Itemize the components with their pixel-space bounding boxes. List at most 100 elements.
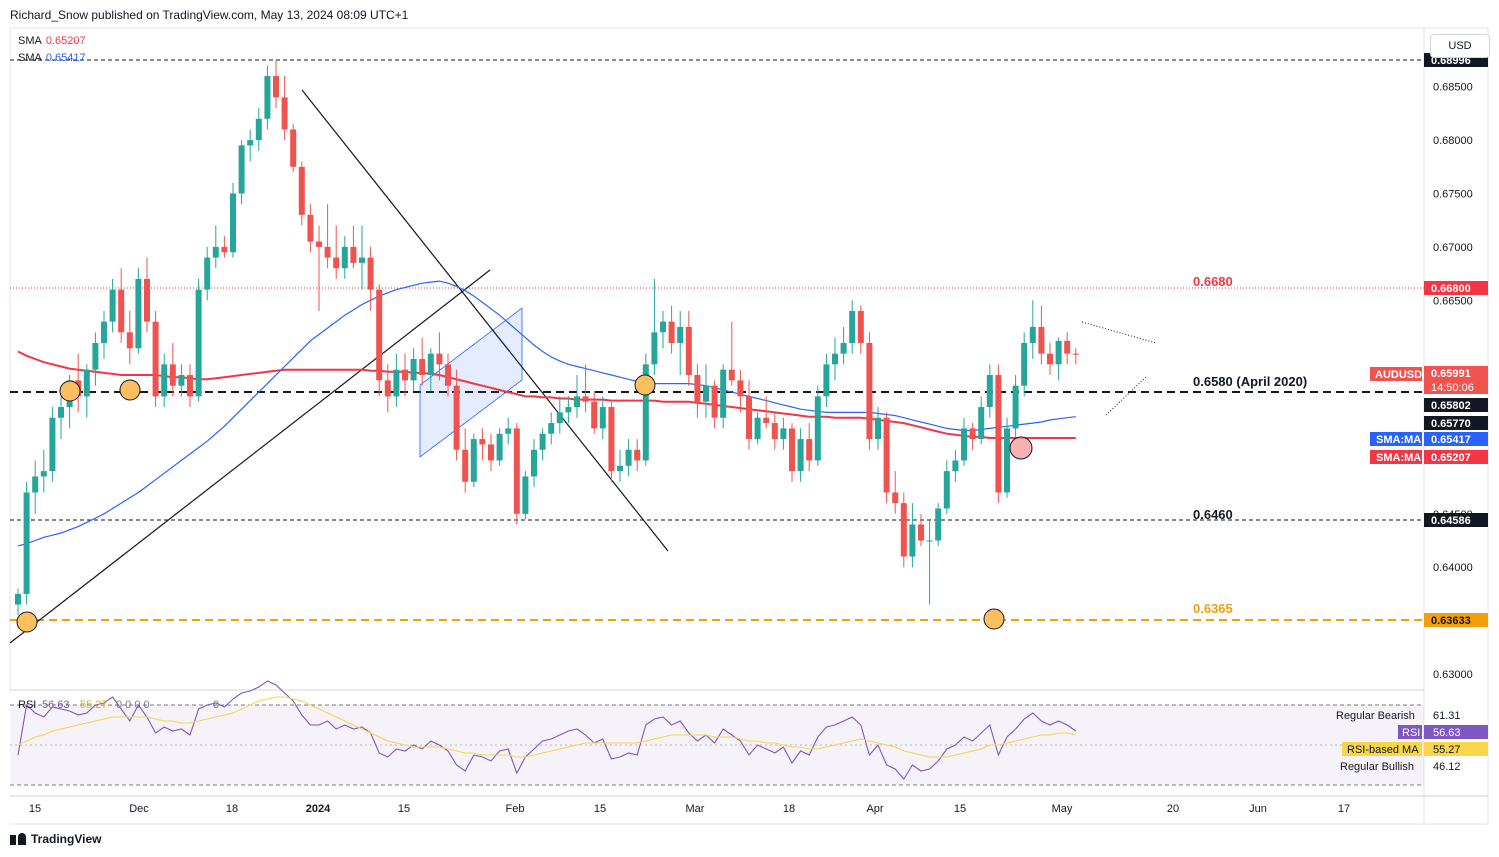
candle-body [900,503,907,557]
candle-body [978,407,985,440]
candle-body [866,342,873,440]
candle-body [135,278,142,349]
candle-body [1047,353,1053,365]
tag-0577: 0.65770 [1431,418,1471,430]
legend-value: 0.65417 [45,52,86,64]
candle-body [582,396,589,402]
time-tick-label: Apr [866,803,883,815]
regular-bullish-label: Regular Bullish [1340,761,1414,773]
price-tick-label: 0.67000 [1433,242,1473,254]
candle-body [797,439,804,472]
candle-body [789,428,795,472]
currency-button[interactable]: USD [1430,34,1490,58]
candle-body [445,364,451,386]
time-tick-label: 18 [226,803,238,815]
tradingview-brand: TradingView [10,832,101,846]
candle-body [453,385,460,450]
sma-cross-marker [1009,436,1033,460]
candle-body [488,444,494,461]
candle-body [857,310,864,343]
candle-body [230,193,236,253]
tag-aud-bg [1424,366,1488,394]
tag-sma50: 0.65417 [1431,434,1471,446]
candle-body [1021,342,1028,386]
rsi-tag-bg [1398,725,1422,739]
candle-body [763,417,770,424]
candle-body [746,396,752,440]
tag-aud-price: 0.65991 [1431,368,1471,380]
price-tick-label: 0.66500 [1433,295,1473,307]
price-tick-label: 0.64000 [1433,562,1473,574]
rsi-legend-label: RSI [18,699,36,711]
candle-body [531,449,537,477]
candle-body [427,353,434,376]
sma-ma2-label: SMA:MA [1376,452,1421,464]
tag-sma200-bg [1424,450,1488,464]
publisher-header: Richard_Snow published on TradingView.co… [10,8,409,22]
candle-body [668,321,675,343]
time-tick-label: Dec [129,803,149,815]
candle-body [505,428,512,434]
candle-body [660,321,666,333]
candle-body [780,428,787,440]
touch-point-marker [634,374,656,396]
candle-body [101,321,107,343]
time-axis[interactable]: 15 Dec 18 2024 15 Feb 15 Mar 18 Apr 15 May 20 Jun 17 [29,803,1350,815]
candle-body [290,129,297,167]
candle-body [548,423,555,434]
candle-body [909,524,916,557]
candle-body [307,214,314,242]
candle-body [221,246,228,253]
candle-body [574,396,580,408]
candle-body [204,257,211,290]
rsi-legend-value: 56.63 [42,699,70,711]
candle-body [333,257,340,269]
pennant-lower [1105,376,1147,416]
price-tick-label: 0.68500 [1433,82,1473,94]
candle-body [195,289,202,397]
candle-body [49,417,56,472]
regular-bearish-label: Regular Bearish [1336,710,1415,722]
uptrend-line [9,269,491,644]
time-tick-label: Jun [1249,803,1267,815]
candle-body [771,423,778,440]
tag-0680-bg [1424,281,1488,295]
candle-body [522,476,529,514]
rsi-tag-value: 56.63 [1433,727,1461,739]
touch-point-marker [983,608,1005,630]
candle-body [462,449,469,482]
candle-body [298,166,305,215]
candle-body [875,417,881,440]
regular-bullish-value: 46.12 [1433,761,1461,773]
price-tick-label: 0.63000 [1433,669,1473,681]
candle-body [496,433,503,461]
candle-body [926,540,933,542]
sma-200-line [17,350,1076,439]
candle-body [952,460,959,472]
legend-sma200: SMA 0.65207 [18,35,86,47]
candle-body [376,289,383,381]
time-tick-label: 2024 [306,803,331,815]
candle-body [832,353,838,365]
candles [15,60,1079,616]
candle-body [677,326,684,343]
candle-body [599,407,606,429]
tag-0580-bg [1424,398,1488,412]
candle-body [703,385,709,402]
candle-body [23,492,30,594]
sma-50-line [17,280,1076,547]
touch-point-marker [16,611,38,633]
candle-body [118,289,125,333]
time-tick-label: Feb [506,803,525,815]
candle-body [255,118,262,141]
tag-aud-timer: 14:50:06 [1431,382,1474,394]
rsi-ma-tag-bg [1342,742,1422,756]
legend-sma50: SMA 0.65417 [18,52,86,64]
candle-body [806,439,813,461]
rsi-ma-path [17,696,1076,758]
legend-value: 0.65207 [45,35,86,47]
tag-0577-bg [1424,416,1488,430]
candle-body [969,428,976,440]
candle-body [273,76,279,98]
